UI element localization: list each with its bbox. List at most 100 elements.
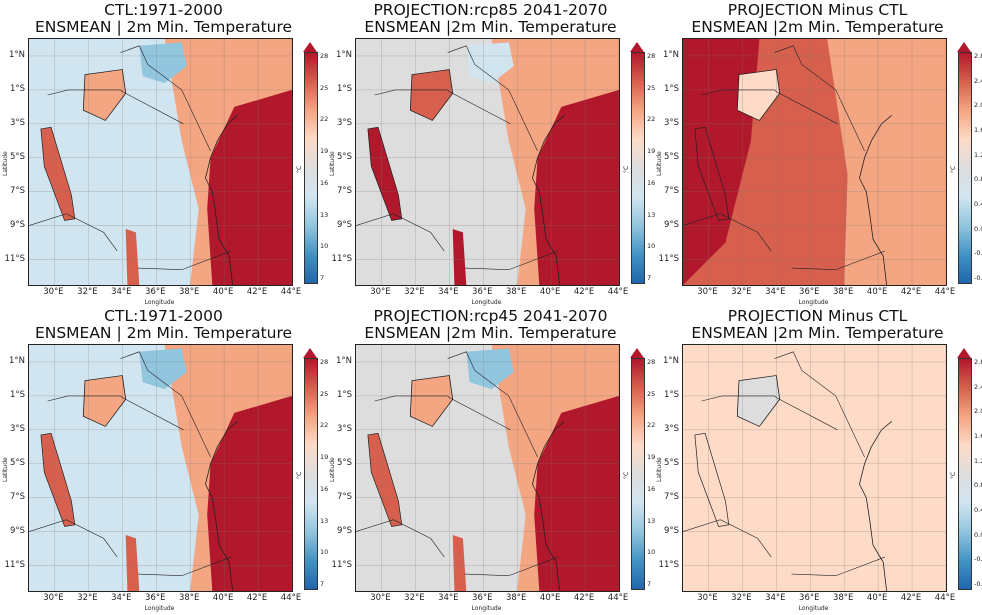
map-area	[355, 38, 620, 286]
map-area	[355, 344, 620, 592]
y-axis-label: Latitude	[329, 457, 336, 482]
lon-tick-label: 32°E	[404, 593, 425, 603]
heat-region-lake-victoria	[83, 375, 126, 427]
panel-title-line2: ENSMEAN | 2m Min. Temperature	[34, 18, 293, 36]
colorbar-unit-label: °C	[296, 471, 303, 479]
lon-tick-label: 32°E	[731, 287, 752, 297]
colorbar-extend-arrow	[303, 42, 317, 52]
lon-tick-label: 36°E	[145, 287, 166, 297]
lat-tick-label: 11°S	[331, 559, 352, 570]
lat-tick-label: 1°S	[9, 389, 25, 400]
lon-tick-label: 38°E	[505, 593, 527, 603]
country-border	[791, 556, 886, 577]
map-heatmap	[356, 345, 619, 591]
lat-tick-label: 9°S	[336, 219, 352, 230]
lon-tick-label: 34°E	[438, 593, 459, 603]
heat-region-lake-malawi	[452, 229, 467, 285]
colorbar	[304, 358, 318, 590]
lon-tick-label: 40°E	[866, 287, 888, 297]
lon-tick-label: 30°E	[370, 287, 391, 297]
lat-tick-label: 11°S	[4, 559, 25, 570]
colorbar-tick-label: 25	[320, 83, 329, 92]
lat-tick-label: 1°N	[8, 355, 25, 366]
panel-title-line2: ENSMEAN |2m Min. Temperature	[364, 18, 617, 36]
colorbar-tick-label: -0.8	[974, 580, 982, 588]
lat-tick-label: 1°N	[662, 49, 679, 60]
colorbar-tick-label: 13	[647, 210, 656, 219]
lake-tanganyika-outline	[367, 126, 403, 221]
lat-tick-label: 9°S	[9, 219, 25, 230]
heat-region-lake-tanganyika	[40, 127, 75, 221]
lat-tick-label: 11°S	[4, 253, 25, 264]
colorbar	[631, 358, 645, 590]
colorbar-tick-label: 25	[320, 389, 329, 398]
map-area	[28, 38, 293, 286]
lon-tick-label: 38°E	[178, 593, 200, 603]
map-heatmap	[683, 39, 946, 285]
map-area	[682, 38, 947, 286]
lat-tick-label: 7°S	[663, 491, 679, 502]
lake-tanganyika-outline	[40, 126, 76, 221]
heat-region-lake-malawi	[125, 535, 140, 591]
lon-tick-label: 34°E	[765, 287, 786, 297]
lon-tick-label: 44°E	[934, 287, 956, 297]
lat-tick-label: 5°S	[663, 151, 679, 162]
lon-tick-label: 40°E	[539, 593, 561, 603]
lat-tick-label: 1°S	[336, 389, 352, 400]
y-axis-label: Latitude	[2, 457, 9, 482]
colorbar	[958, 52, 972, 284]
lon-tick-label: 32°E	[404, 287, 425, 297]
heat-region-ethiopian-highlands	[466, 348, 514, 390]
colorbar-tick-label: 10	[647, 548, 656, 557]
lon-tick-label: 36°E	[472, 593, 493, 603]
chart-panel: PROJECTION Minus CTL ENSMEAN |2m Min. Tem…	[654, 306, 982, 613]
country-border	[774, 45, 865, 152]
lat-tick-label: 3°S	[663, 117, 679, 128]
lon-tick-label: 30°E	[43, 287, 64, 297]
lon-tick-label: 34°E	[765, 593, 786, 603]
colorbar-tick-label: 0.4	[974, 506, 982, 514]
lon-tick-label: 38°E	[505, 287, 527, 297]
lat-tick-label: 11°S	[658, 559, 679, 570]
colorbar-tick-label: 2.0	[974, 101, 982, 110]
lat-tick-label: 1°S	[663, 389, 679, 400]
lat-tick-label: 7°S	[9, 185, 25, 196]
colorbar-tick-label: -0.4	[974, 555, 982, 564]
panel-title-line2: ENSMEAN |2m Min. Temperature	[691, 324, 944, 342]
lon-tick-label: 38°E	[832, 593, 854, 603]
lat-tick-label: 3°S	[9, 117, 25, 128]
lon-tick-label: 34°E	[438, 287, 459, 297]
lat-tick-label: 1°N	[662, 355, 679, 366]
lon-tick-label: 44°E	[280, 593, 302, 603]
chart-panel: CTL:1971-2000 ENSMEAN | 2m Min. Temperatu…	[0, 306, 329, 613]
lon-tick-label: 32°E	[77, 593, 98, 603]
colorbar-unit-label: °C	[296, 165, 303, 173]
panel-title-line2: ENSMEAN |2m Min. Temperature	[691, 18, 944, 36]
heat-region-lake-victoria	[83, 69, 126, 121]
heat-region-lake-victoria	[737, 69, 780, 121]
lat-tick-label: 11°S	[658, 253, 679, 264]
colorbar-tick-label: 1.6	[974, 126, 982, 134]
country-border	[29, 519, 118, 558]
coastline	[859, 115, 892, 285]
lon-tick-label: 44°E	[607, 593, 629, 603]
lake-tanganyika-outline	[367, 432, 403, 527]
coastline	[205, 115, 238, 285]
lon-tick-label: 34°E	[111, 287, 132, 297]
colorbar-tick-label: -0.4	[974, 249, 982, 258]
lon-tick-label: 42°E	[573, 287, 595, 297]
lat-tick-label: 1°S	[663, 83, 679, 94]
lat-tick-label: 1°S	[336, 83, 352, 94]
country-border	[47, 395, 184, 431]
colorbar-tick-label: 0.4	[974, 200, 982, 208]
colorbar-tick-label: 10	[320, 242, 329, 251]
lat-tick-label: 7°S	[336, 491, 352, 502]
country-border	[29, 213, 118, 252]
lat-tick-label: 9°S	[9, 525, 25, 536]
lon-tick-label: 30°E	[697, 287, 718, 297]
colorbar-tick-label: 0.8	[974, 481, 982, 490]
country-border	[137, 556, 232, 577]
heat-region-lake-tanganyika	[367, 433, 402, 527]
lat-tick-label: 3°S	[663, 423, 679, 434]
heat-region-ethiopian-highlands	[139, 42, 187, 84]
